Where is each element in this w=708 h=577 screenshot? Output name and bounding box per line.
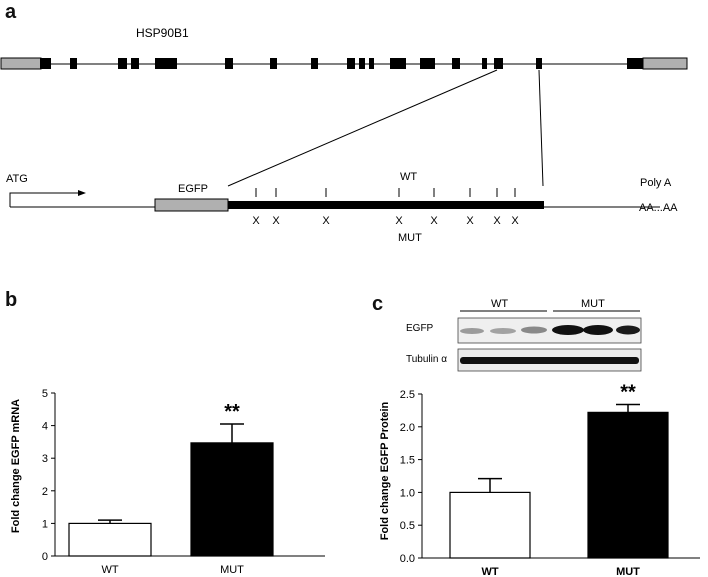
significance-mark: ** (620, 381, 636, 403)
exon (369, 58, 374, 69)
blot-group-wt: WT (491, 298, 508, 310)
bar-mut (587, 411, 669, 559)
poly-a-label: Poly A (640, 177, 672, 189)
zoom-line-right (538, 69, 544, 187)
mut-site-x: X (430, 215, 438, 227)
egfp-label: EGFP (178, 183, 208, 195)
blot-row-egfp-label: EGFP (406, 323, 434, 334)
wt-site-ticks (255, 188, 516, 197)
chart-c-ylabel: Fold change EGFP Protein (379, 401, 391, 540)
egfp-band (552, 325, 584, 335)
utr-insert-bar (228, 201, 544, 209)
mut-site-x: X (493, 215, 501, 227)
bar-mut (190, 442, 274, 557)
gene-name-label: HSP90B1 (136, 26, 189, 40)
exon (452, 58, 460, 69)
y-tick-label: 2.5 (400, 389, 415, 401)
egfp-band (490, 328, 516, 334)
egfp-blot-strip (457, 317, 642, 344)
exon (311, 58, 318, 69)
y-tick-label: 1.0 (400, 487, 415, 499)
chart-c: Fold change EGFP Protein 0.0 0.5 1.0 1.5 2.0… (379, 381, 700, 577)
egfp-band (521, 326, 547, 334)
y-tick-label: 4 (42, 421, 48, 433)
chart-b-bars: WT MUT ** (68, 401, 274, 576)
x-tick-label: MUT (616, 566, 640, 577)
y-tick-label: 5 (42, 388, 48, 400)
egfp-bands (460, 325, 640, 335)
mut-site-x: X (511, 215, 519, 227)
mut-site-x: X (466, 215, 474, 227)
utr-3-box (642, 57, 688, 70)
y-tick-label: 2 (42, 486, 48, 498)
egfp-box (154, 198, 229, 212)
panel-letter-c: c (372, 293, 384, 315)
tubulin-band (460, 357, 639, 364)
exon (482, 58, 487, 69)
panel-letter-a: a (5, 1, 17, 23)
promoter-arrow-line (9, 192, 80, 207)
blot-group-mut: MUT (581, 298, 605, 310)
exon (270, 58, 277, 69)
mut-label: MUT (398, 232, 422, 244)
zoom-line-left (227, 69, 498, 187)
exon (627, 58, 643, 69)
chart-b-ticks: 0 1 2 3 4 5 (42, 388, 55, 563)
panel-letter-b: b (5, 289, 18, 311)
utr-5-box (0, 57, 42, 70)
blot-row-tubulin-label: Tubulin α (406, 354, 447, 365)
atg-label: ATG (6, 173, 28, 185)
egfp-band (616, 325, 640, 335)
wt-label: WT (400, 171, 417, 183)
exon (131, 58, 139, 69)
mut-site-x: X (395, 215, 403, 227)
y-tick-label: 0.5 (400, 520, 415, 532)
mut-site-x: X (252, 215, 260, 227)
chart-c-ticks: 0.0 0.5 1.0 1.5 2.0 2.5 (400, 389, 422, 565)
chart-b-ylabel: Fold change EGFP mRNA (10, 399, 22, 533)
chart-b: Fold change EGFP mRNA 0 1 2 3 4 5 WT MUT ** (10, 388, 325, 576)
exon (40, 58, 51, 69)
mut-site-x: X (272, 215, 280, 227)
promoter-arrow-head (78, 190, 86, 196)
y-tick-label: 1 (42, 518, 48, 530)
exon-group (40, 58, 643, 69)
bar-wt (449, 491, 531, 559)
exon (420, 58, 435, 69)
y-tick-label: 0.0 (400, 553, 415, 565)
exon (155, 58, 177, 69)
x-tick-label: WT (101, 564, 118, 576)
exon (70, 58, 77, 69)
tubulin-bands (460, 357, 639, 364)
exon (118, 58, 127, 69)
chart-c-bars: WT MUT ** (449, 381, 669, 577)
mut-site-x: X (322, 215, 330, 227)
egfp-band (460, 328, 484, 334)
x-tick-label: WT (481, 566, 498, 577)
significance-mark: ** (224, 401, 240, 423)
poly-a-tail-label: AA...AA (639, 202, 678, 214)
x-tick-label: MUT (220, 564, 244, 576)
gene-diagram: HSP90B1 A (0, 26, 688, 244)
exon (536, 58, 542, 69)
exon (494, 58, 503, 69)
exon (359, 58, 365, 69)
y-tick-label: 3 (42, 453, 48, 465)
y-tick-label: 1.5 (400, 455, 415, 467)
bar-wt (68, 522, 152, 557)
exon (390, 58, 406, 69)
egfp-band (583, 325, 613, 335)
y-tick-label: 2.0 (400, 422, 415, 434)
exon (347, 58, 355, 69)
western-blot: WT MUT EGFP Tubulin α (406, 298, 642, 372)
y-tick-label: 0 (42, 551, 48, 563)
exon (225, 58, 233, 69)
